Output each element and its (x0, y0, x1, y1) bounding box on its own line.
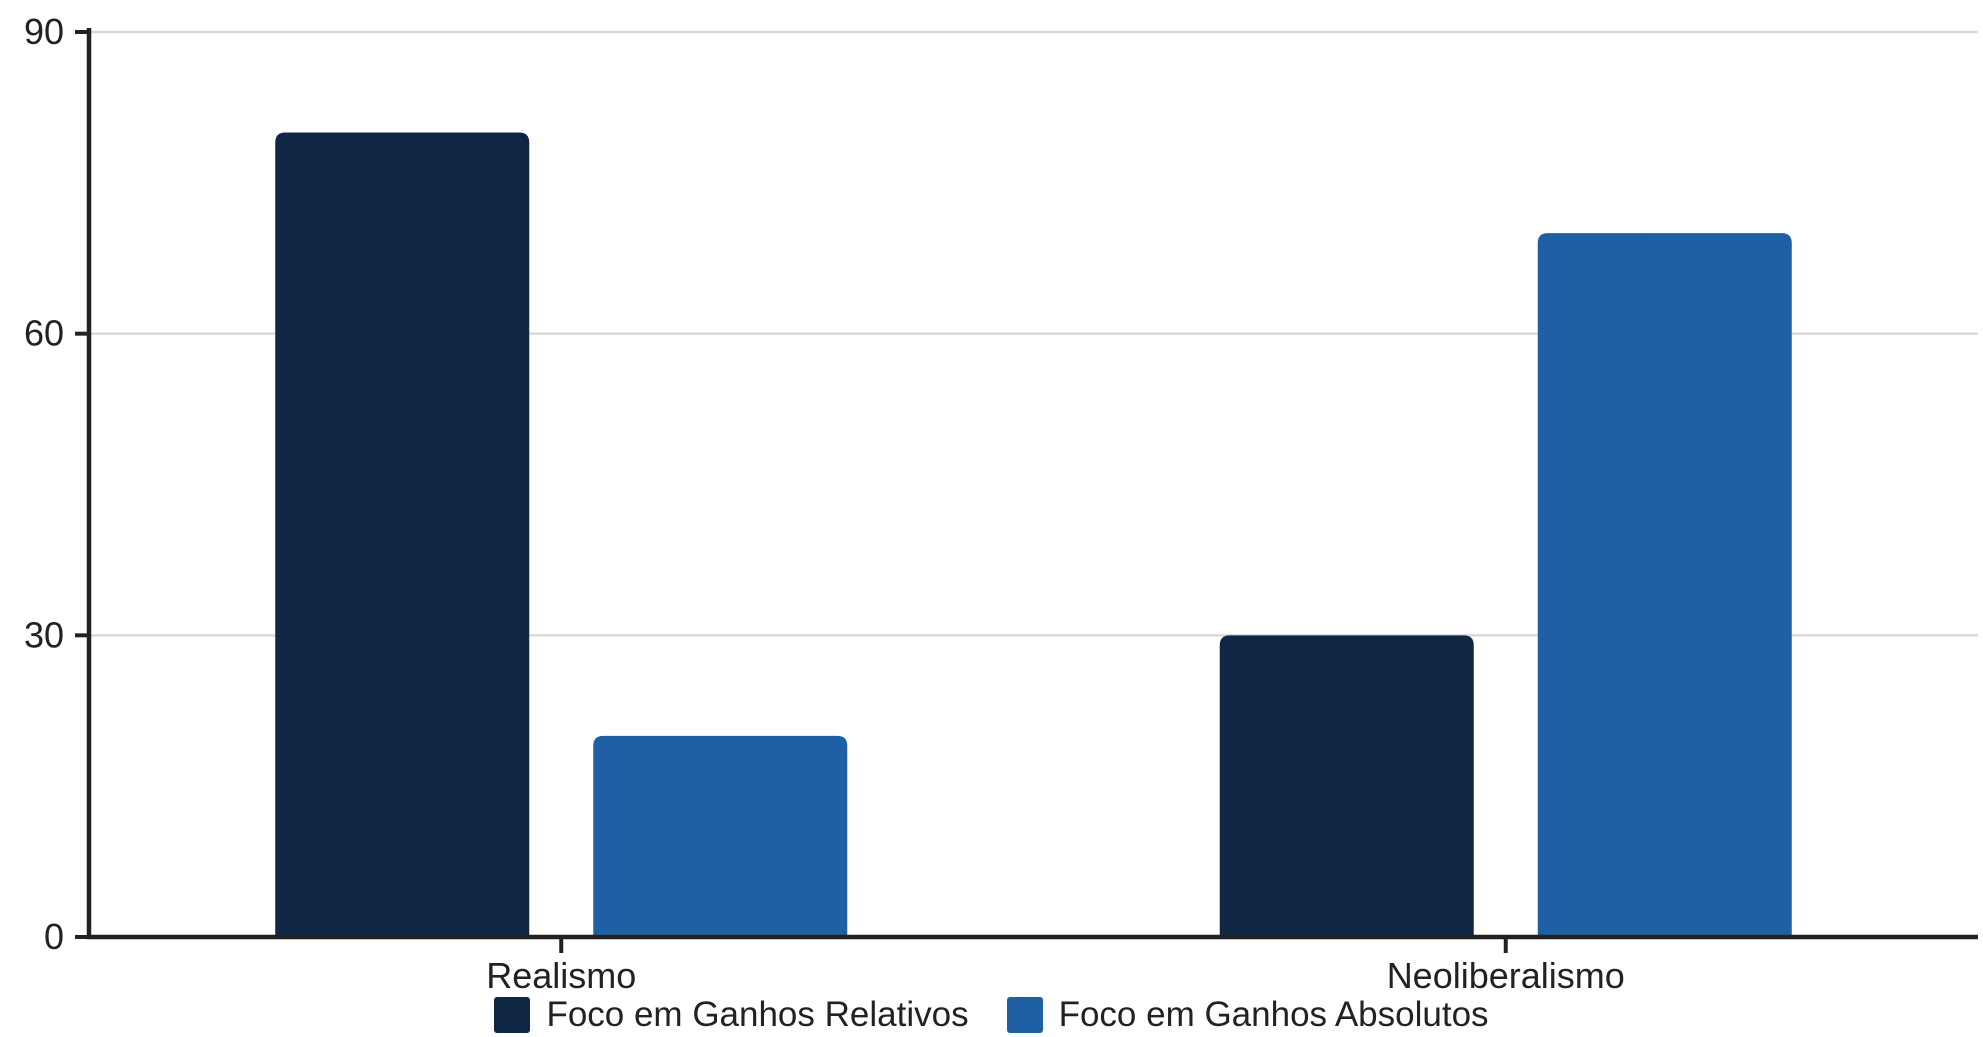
legend: Foco em Ganhos Relativos Foco em Ganhos … (0, 993, 1983, 1037)
y-tick-label-30: 30 (24, 614, 64, 655)
bar-realismo-relativos[interactable] (275, 132, 530, 938)
y-tick-label-60: 60 (24, 313, 64, 354)
legend-label-relativos: Foco em Ganhos Relativos (546, 995, 969, 1034)
legend-label-absolutos: Foco em Ganhos Absolutos (1058, 995, 1489, 1034)
bars (275, 132, 1792, 938)
bar-neoliberalismo-absolutos[interactable] (1537, 233, 1792, 938)
x-tick-label-realismo: Realismo (486, 955, 636, 996)
legend-swatch-relativos (494, 997, 531, 1033)
y-tick-label-0: 0 (44, 916, 64, 957)
tick-labels: 0 30 60 90 Realismo Neoliberalismo (24, 11, 1625, 996)
axes (75, 28, 1978, 953)
y-tick-label-90: 90 (24, 11, 64, 52)
bar-neoliberalismo-relativos[interactable] (1219, 635, 1474, 937)
legend-swatch-absolutos (1006, 997, 1043, 1033)
bar-realismo-absolutos[interactable] (593, 735, 848, 937)
x-tick-label-neoliberalismo: Neoliberalismo (1387, 955, 1625, 996)
legend-item-relativos[interactable]: Foco em Ganhos Relativos (494, 995, 969, 1035)
legend-item-absolutos[interactable]: Foco em Ganhos Absolutos (1006, 995, 1489, 1035)
